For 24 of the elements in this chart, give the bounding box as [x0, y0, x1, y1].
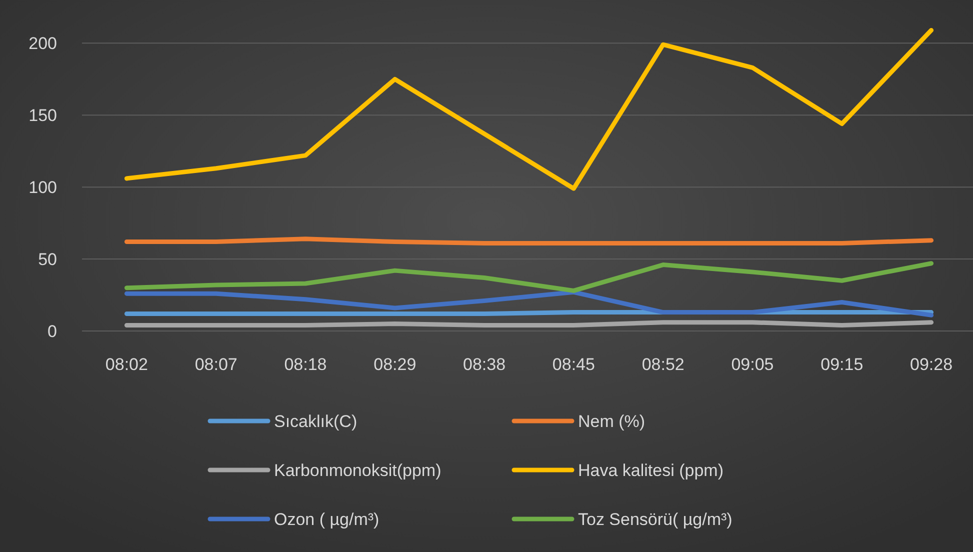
- y-tick-label: 150: [28, 106, 57, 126]
- legend-label: Ozon ( µg/m³): [274, 510, 380, 529]
- line-series: [124, 28, 934, 191]
- y-tick-label: 0: [48, 322, 57, 341]
- y-tick-label: 50: [38, 250, 57, 269]
- x-tick-label: 08:07: [194, 355, 238, 374]
- legend-label: Nem (%): [578, 412, 646, 431]
- x-tick-label: 09:28: [910, 355, 953, 374]
- x-tick-label: 08:02: [105, 355, 148, 374]
- y-tick-label: 100: [28, 178, 57, 198]
- x-tick-label: 08:29: [374, 355, 416, 374]
- legend-label: Hava kalitesi (ppm): [578, 460, 724, 480]
- legend-label: Karbonmonoksit(ppm): [274, 460, 442, 480]
- line-series: [124, 261, 934, 293]
- legend-label: Sıcaklık(C): [274, 412, 358, 431]
- x-tick-label: 08:38: [463, 355, 506, 374]
- y-tick-label: 200: [28, 34, 57, 54]
- x-tick-label: 09:05: [731, 355, 774, 374]
- x-tick-label: 08:45: [552, 355, 595, 374]
- x-tick-label: 09:15: [820, 355, 864, 374]
- legend-label: Toz Sensörü( µg/m³): [578, 510, 732, 529]
- x-tick-label: 08:18: [284, 355, 327, 374]
- x-tick-label: 08:52: [642, 355, 684, 374]
- line-series: [124, 290, 934, 318]
